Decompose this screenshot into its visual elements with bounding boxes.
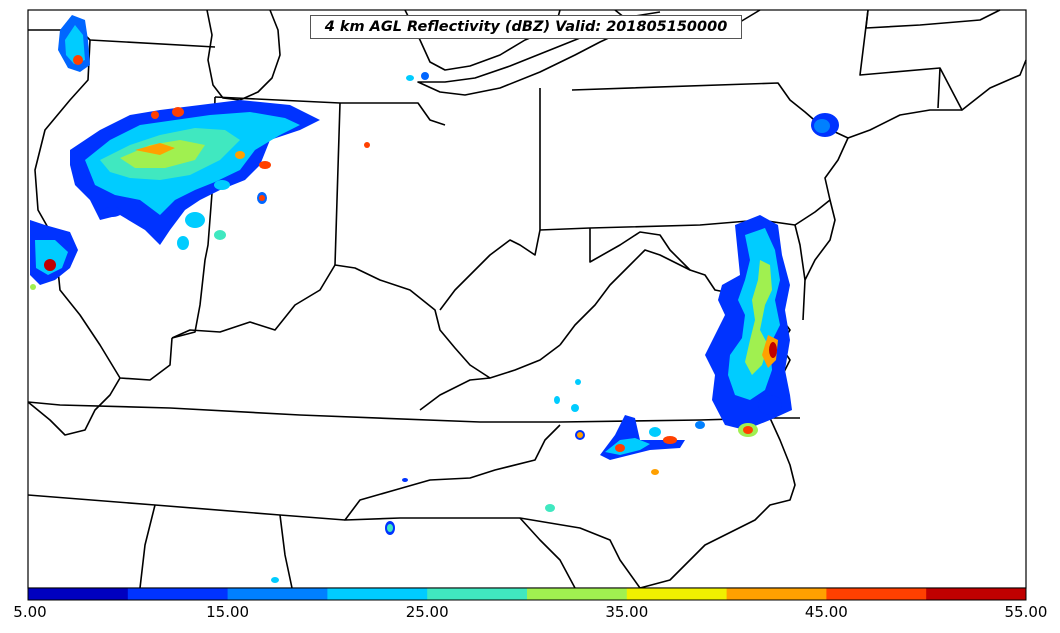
colorbar-tick-label: 5.00 — [13, 603, 47, 621]
colorbar-tick-label: 45.00 — [804, 603, 848, 621]
colorbar-segment — [826, 588, 927, 600]
colorbar-segment — [626, 588, 728, 600]
colorbar — [27, 587, 1027, 601]
colorbar-segment — [28, 588, 129, 600]
colorbar-tick-label: 35.00 — [605, 603, 649, 621]
colorbar-tick-label: 55.00 — [1004, 603, 1048, 621]
colorbar-segment — [227, 588, 328, 600]
colorbar-segment — [726, 588, 827, 600]
reflectivity-echoes — [30, 15, 839, 583]
colorbar-segment — [327, 588, 428, 600]
colorbar-segment — [527, 588, 628, 600]
colorbar-segment — [427, 588, 528, 600]
colorbar-segment — [926, 588, 1027, 600]
colorbar-tick-label: 25.00 — [405, 603, 449, 621]
colorbar-segment — [127, 588, 229, 600]
colorbar-tick-label: 15.00 — [206, 603, 250, 621]
colorbar-outline — [27, 587, 1027, 601]
map-frame — [27, 9, 1027, 589]
map-title: 4 km AGL Reflectivity (dBZ) Valid: 20180… — [310, 15, 742, 39]
